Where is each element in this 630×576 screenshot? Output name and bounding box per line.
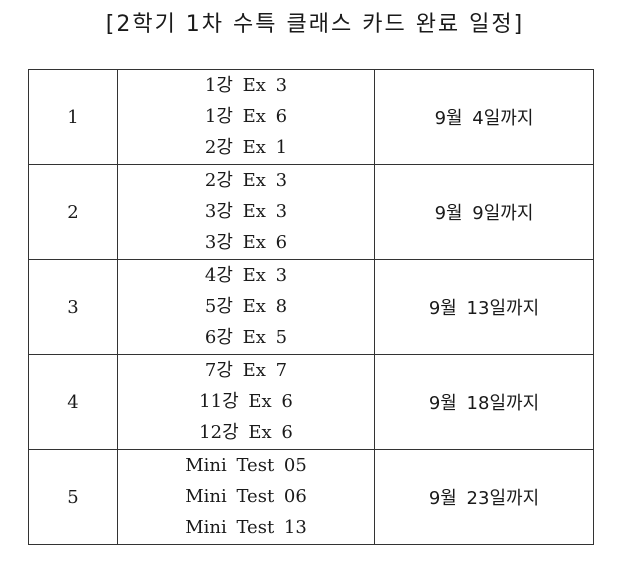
assignment-item: 4강 Ex 3 [204,265,288,286]
assignment-cell: 7강 Ex 7 11강 Ex 6 12강 Ex 6 [117,354,375,450]
due-date: 9월 13일까지 [374,259,594,355]
schedule-table: 1 1강 Ex 3 1강 Ex 6 2강 Ex 1 9월 4일까지 2 2강 E… [28,69,594,545]
round-number: 2 [28,164,118,260]
page-title: [2학기 1차 수특 클래스 카드 완료 일정] [105,12,525,37]
assignment-cell: 1강 Ex 3 1강 Ex 6 2강 Ex 1 [117,69,375,165]
assignment-item: 2강 Ex 3 [204,170,288,191]
table-row: 1 1강 Ex 3 1강 Ex 6 2강 Ex 1 9월 4일까지 [28,69,594,165]
assignment-item: Mini Test 05 [185,455,307,476]
assignment-item: Mini Test 13 [185,517,307,538]
due-date: 9월 4일까지 [374,69,594,165]
table-row: 3 4강 Ex 3 5강 Ex 8 6강 Ex 5 9월 13일까지 [28,259,594,355]
assignment-item: 3강 Ex 6 [204,232,288,253]
assignment-item: 6강 Ex 5 [204,327,288,348]
assignment-item: 11강 Ex 6 [199,391,293,412]
due-date: 9월 23일까지 [374,449,594,545]
assignment-item: 1강 Ex 3 [204,75,288,96]
assignment-item: 7강 Ex 7 [204,360,288,381]
assignment-item: 2강 Ex 1 [204,137,288,158]
assignment-item: 12강 Ex 6 [199,422,293,443]
table-row: 5 Mini Test 05 Mini Test 06 Mini Test 13… [28,449,594,545]
round-number: 4 [28,354,118,450]
due-date: 9월 9일까지 [374,164,594,260]
assignment-item: 1강 Ex 6 [204,106,288,127]
table-row: 4 7강 Ex 7 11강 Ex 6 12강 Ex 6 9월 18일까지 [28,354,594,450]
round-number: 1 [28,69,118,165]
due-date: 9월 18일까지 [374,354,594,450]
table-row: 2 2강 Ex 3 3강 Ex 3 3강 Ex 6 9월 9일까지 [28,164,594,260]
round-number: 3 [28,259,118,355]
assignment-item: Mini Test 06 [185,486,307,507]
assignment-cell: 2강 Ex 3 3강 Ex 3 3강 Ex 6 [117,164,375,260]
assignment-item: 3강 Ex 3 [204,201,288,222]
assignment-cell: Mini Test 05 Mini Test 06 Mini Test 13 [117,449,375,545]
assignment-cell: 4강 Ex 3 5강 Ex 8 6강 Ex 5 [117,259,375,355]
assignment-item: 5강 Ex 8 [204,296,288,317]
round-number: 5 [28,449,118,545]
